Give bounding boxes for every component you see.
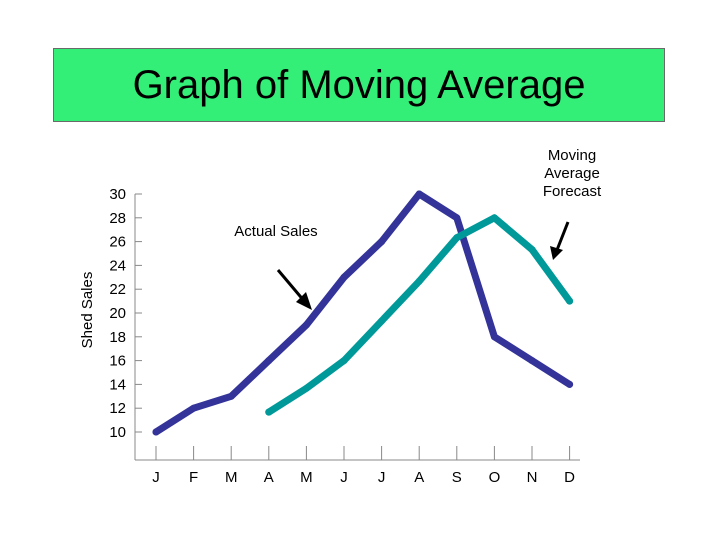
arrow-forecast-head bbox=[550, 246, 563, 260]
x-tick-label: J bbox=[340, 469, 348, 486]
y-tick-label: 30 bbox=[109, 186, 126, 203]
x-tick-label: J bbox=[378, 469, 386, 486]
forecast-point bbox=[528, 246, 536, 254]
annotation-forecast: Moving Average Forecast bbox=[543, 147, 602, 200]
actual-sales-point bbox=[490, 333, 498, 341]
y-tick-label: 22 bbox=[109, 281, 126, 298]
forecast-point bbox=[490, 214, 498, 222]
chart-title-box: Graph of Moving Average bbox=[53, 48, 665, 122]
arrow-forecast bbox=[555, 221, 570, 251]
x-tick-label: O bbox=[489, 469, 501, 486]
y-tick-label: 20 bbox=[109, 305, 126, 322]
actual-sales-point bbox=[415, 190, 423, 198]
x-tick-label: A bbox=[414, 469, 424, 486]
forecast-point bbox=[566, 297, 574, 305]
y-tick-label: 24 bbox=[109, 257, 126, 274]
actual-sales-point bbox=[227, 392, 235, 400]
actual-sales-point bbox=[340, 273, 348, 281]
x-tick-label: A bbox=[264, 469, 274, 486]
x-tick-label: J bbox=[152, 469, 160, 486]
arrow-actual-sales bbox=[276, 269, 307, 303]
x-tick-label: D bbox=[564, 469, 575, 486]
y-axis-label: Shed Sales bbox=[79, 272, 96, 349]
annotation-forecast-line: Average bbox=[544, 165, 600, 182]
forecast-point bbox=[302, 384, 310, 392]
y-tick-label: 28 bbox=[109, 210, 126, 227]
actual-sales-point bbox=[152, 428, 160, 436]
actual-sales-point bbox=[302, 321, 310, 329]
actual-sales-point bbox=[566, 380, 574, 388]
series-line-actual-sales bbox=[152, 190, 574, 436]
forecast-point bbox=[378, 317, 386, 325]
y-tick-label: 12 bbox=[109, 400, 126, 417]
x-tick-label: S bbox=[452, 469, 462, 486]
annotation-actual-sales: Actual Sales bbox=[234, 223, 317, 240]
annotations: Actual Sales Moving Average Forecast bbox=[234, 147, 602, 310]
forecast-point bbox=[340, 357, 348, 365]
actual-sales-point bbox=[265, 357, 273, 365]
actual-sales-point bbox=[378, 238, 386, 246]
actual-sales-point bbox=[528, 357, 536, 365]
axes: 30 28 26 24 22 20 18 16 14 12 10 J F M A M J J A S O N D bbox=[109, 186, 580, 486]
arrow-actual-sales-head bbox=[296, 292, 312, 310]
y-tick-label: 10 bbox=[109, 424, 126, 441]
annotation-forecast-line: Forecast bbox=[543, 183, 602, 200]
forecast-point bbox=[415, 277, 423, 285]
x-tick-label: N bbox=[527, 469, 538, 486]
x-tick-label: M bbox=[225, 469, 238, 486]
y-tick-label: 18 bbox=[109, 329, 126, 346]
series-layer bbox=[152, 190, 574, 436]
annotation-forecast-line: Moving bbox=[548, 147, 596, 164]
forecast-point bbox=[453, 234, 461, 242]
actual-sales-point bbox=[453, 214, 461, 222]
y-tick-label: 26 bbox=[109, 234, 126, 251]
x-tick-label: F bbox=[189, 469, 198, 486]
forecast-point bbox=[265, 408, 273, 416]
y-tick-label: 16 bbox=[109, 353, 126, 370]
actual-sales-point bbox=[190, 404, 198, 412]
x-tick-label: M bbox=[300, 469, 313, 486]
chart-title: Graph of Moving Average bbox=[132, 62, 586, 107]
y-tick-label: 14 bbox=[109, 376, 126, 393]
